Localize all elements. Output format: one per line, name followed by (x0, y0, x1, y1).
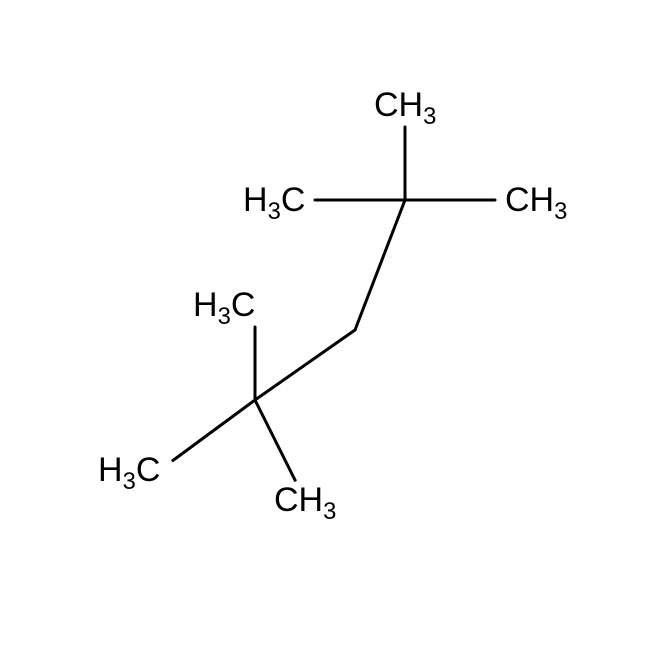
atom-label: H3C (193, 288, 255, 322)
bond (255, 400, 295, 480)
bond (173, 400, 255, 461)
bond (255, 330, 355, 400)
atom-label: CH3 (505, 183, 567, 217)
atom-label: H3C (243, 183, 305, 217)
bond (355, 200, 405, 330)
atom-label: CH3 (274, 483, 336, 517)
atom-label: CH3 (374, 88, 436, 122)
structure-canvas: CH3 H3C CH3 H3C H3C CH3 (0, 0, 650, 650)
atom-label: H3C (98, 453, 160, 487)
bond-layer (0, 0, 650, 650)
